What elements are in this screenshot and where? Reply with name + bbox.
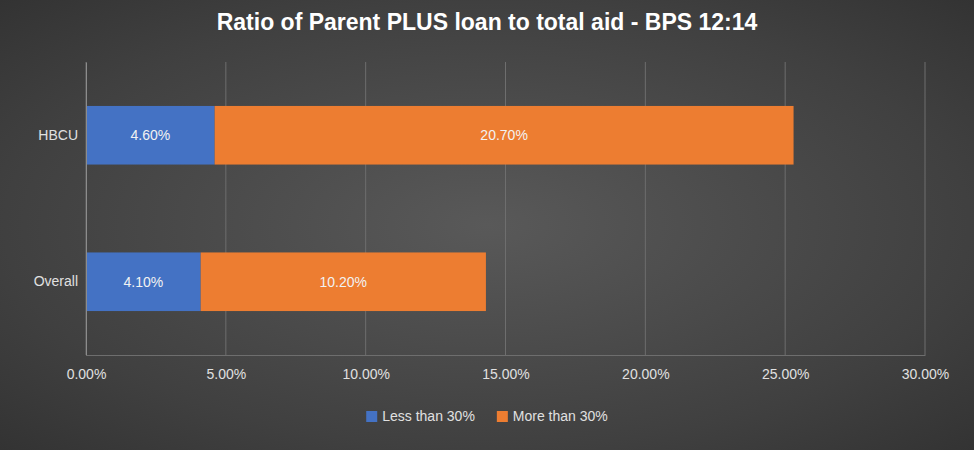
tick-label: 0.00% [67, 366, 107, 382]
series [201, 106, 794, 311]
data-label: 4.10% [123, 274, 163, 290]
chart: Ratio of Parent PLUS loan to total aid -… [0, 0, 974, 450]
title: Ratio of Parent PLUS loan to total aid -… [217, 9, 758, 35]
axis-line [87, 355, 926, 356]
data-label: 4.60% [130, 127, 170, 143]
plot: 4.60% 4.10% 20.70% 10.20% 0.00% 5.00% 10.00% 15… [34, 62, 950, 382]
grid-line [645, 62, 646, 355]
tick: 0.00% [67, 355, 107, 382]
grid-line [505, 62, 506, 355]
data-labels: 4.60% 4.10% 20.70% 10.20% [123, 127, 527, 290]
bar [215, 106, 794, 165]
tick-label: 5.00% [206, 366, 246, 382]
tick: 5.00% [206, 355, 246, 382]
bar [86, 252, 201, 311]
tick: 20.00% [622, 355, 669, 382]
tick-label: 25.00% [762, 366, 809, 382]
bar [86, 106, 215, 165]
tick-label: 20.00% [622, 366, 669, 382]
y-axis: HBCU Overall [34, 63, 87, 356]
x-axis: 0.00% 5.00% 10.00% 15.00% 20.00% 25.00% 30.00% [67, 355, 950, 382]
category-label: HBCU [38, 127, 78, 143]
tick: 25.00% [762, 355, 809, 382]
tick-label: 15.00% [482, 366, 529, 382]
tick: 15.00% [482, 355, 529, 382]
tick: 10.00% [342, 355, 389, 382]
series [86, 106, 215, 311]
legend: Less than 30% More than 30% [366, 408, 608, 424]
data-label: 10.20% [320, 274, 367, 290]
legend-label: Less than 30% [382, 408, 475, 424]
data-label: 20.70% [480, 127, 527, 143]
tick: 30.00% [902, 355, 949, 382]
grid-line [785, 62, 786, 355]
category-label: Overall [34, 273, 78, 289]
tick: Overall [34, 273, 86, 289]
tick-label: 30.00% [902, 366, 949, 382]
legend-swatch [366, 411, 377, 422]
grid [86, 62, 925, 355]
legend-label: More than 30% [513, 408, 608, 424]
grid-line [86, 62, 87, 355]
legend-item: Less than 30% [366, 408, 475, 424]
bars [86, 106, 794, 311]
tick-label: 10.00% [342, 366, 389, 382]
legend-item: More than 30% [497, 408, 608, 424]
legend-swatch [497, 411, 508, 422]
grid-line [925, 62, 926, 355]
tick: HBCU [38, 127, 86, 143]
axis-line [86, 63, 87, 356]
bar [201, 252, 486, 311]
